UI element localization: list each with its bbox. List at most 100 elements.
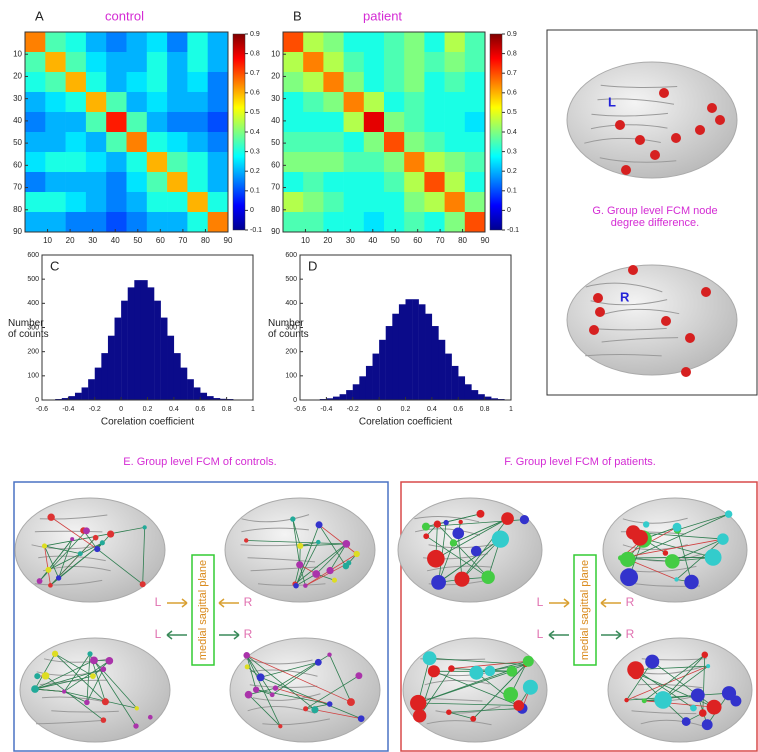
- colorbar-tick-label: 0.6: [507, 90, 517, 97]
- heat-cell: [187, 92, 208, 112]
- histogram-bar: [478, 394, 485, 400]
- heat-cell: [364, 152, 385, 172]
- heat-cell: [344, 172, 365, 192]
- x-tick-label: 70: [178, 236, 187, 245]
- histogram-bar: [333, 397, 340, 400]
- heat-cell: [167, 112, 188, 132]
- heat-cell: [208, 212, 229, 232]
- heat-cell: [147, 52, 168, 72]
- heat-cell: [445, 72, 466, 92]
- histogram-bar: [207, 396, 214, 400]
- heat-cell: [424, 212, 445, 232]
- heat-cell: [303, 72, 324, 92]
- heat-cell: [404, 212, 425, 232]
- histogram-bar: [180, 368, 187, 400]
- x-tick-label: 80: [201, 236, 210, 245]
- x-tick-label: -0.6: [36, 406, 48, 413]
- y-tick-label: 100: [27, 373, 39, 380]
- heat-cell: [106, 72, 127, 92]
- heat-cell: [167, 72, 188, 92]
- heat-cell: [364, 72, 385, 92]
- heat-cell: [167, 92, 188, 112]
- heat-cell: [147, 172, 168, 192]
- x-tick-label: 0.8: [480, 406, 490, 413]
- heat-cell: [45, 212, 66, 232]
- heat-cell: [208, 92, 229, 112]
- heat-cell: [25, 152, 46, 172]
- network-node: [84, 700, 90, 706]
- histogram-bar: [68, 396, 75, 400]
- histogram-bar: [174, 353, 181, 400]
- network-node: [410, 695, 426, 711]
- network-node: [358, 715, 365, 722]
- degree-node: [659, 88, 669, 98]
- panel-e-title: E. Group level FCM of controls.: [123, 456, 276, 468]
- heat-cell: [424, 172, 445, 192]
- histogram-bar: [359, 376, 366, 400]
- heat-cell: [127, 172, 148, 192]
- heat-cell: [404, 92, 425, 112]
- heat-cell: [465, 132, 486, 152]
- network-node: [102, 698, 109, 705]
- heat-cell: [364, 92, 385, 112]
- network-node: [682, 717, 691, 726]
- colorbar-tick-label: 0.3: [250, 148, 260, 155]
- network-node: [45, 567, 51, 573]
- arrow-label: L: [537, 595, 544, 609]
- y-tick-label: 20: [271, 72, 280, 81]
- network-node: [618, 555, 623, 560]
- heat-cell: [45, 52, 66, 72]
- histogram-bar: [134, 280, 141, 400]
- x-tick-label: 0.6: [453, 406, 463, 413]
- heat-cell: [187, 112, 208, 132]
- y-axis-label: Number of counts: [268, 318, 314, 340]
- degree-node: [621, 165, 631, 175]
- x-tick-label: 0: [377, 406, 381, 413]
- heat-cell: [465, 52, 486, 72]
- heat-cell: [323, 32, 344, 52]
- heat-cell: [86, 132, 107, 152]
- colorbar-tick-label: 0.9: [507, 31, 517, 38]
- network-node: [423, 651, 437, 665]
- heat-cell: [283, 192, 304, 212]
- histogram-bar: [366, 366, 373, 400]
- heat-cell: [25, 112, 46, 132]
- heat-cell: [384, 152, 405, 172]
- heat-cell: [45, 172, 66, 192]
- colorbar-tick-label: -0.1: [507, 227, 519, 234]
- heat-cell: [303, 132, 324, 152]
- heat-cell: [147, 92, 168, 112]
- x-tick-label: 50: [133, 236, 142, 245]
- heat-cell: [86, 92, 107, 112]
- network-node: [452, 528, 464, 540]
- heat-cell: [106, 172, 127, 192]
- heat-cell: [384, 112, 405, 132]
- network-node: [244, 538, 248, 542]
- heat-cell: [283, 212, 304, 232]
- heat-cell: [106, 112, 127, 132]
- x-tick-label: -0.4: [320, 406, 332, 413]
- network-node: [450, 539, 457, 546]
- heat-cell: [167, 152, 188, 172]
- y-tick-label: 200: [285, 349, 297, 356]
- histogram-bar: [88, 379, 95, 400]
- network-node: [70, 537, 74, 541]
- heat-cell: [25, 192, 46, 212]
- heat-cell: [344, 212, 365, 232]
- network-node: [707, 700, 722, 715]
- heat-cell: [344, 132, 365, 152]
- network-node: [278, 724, 282, 728]
- colorbar-tick-label: 0: [507, 207, 511, 214]
- x-tick-label: 20: [323, 236, 332, 245]
- x-tick-label: 1: [251, 406, 255, 413]
- network-node: [620, 568, 638, 586]
- heat-cell: [424, 112, 445, 132]
- x-tick-label: 0.8: [222, 406, 232, 413]
- heat-cell: [127, 132, 148, 152]
- heat-cell: [384, 132, 405, 152]
- y-tick-label: 90: [13, 227, 22, 236]
- network-node: [290, 516, 295, 521]
- histogram-bar: [386, 326, 393, 400]
- histogram-bar: [373, 354, 380, 400]
- heat-cell: [404, 32, 425, 52]
